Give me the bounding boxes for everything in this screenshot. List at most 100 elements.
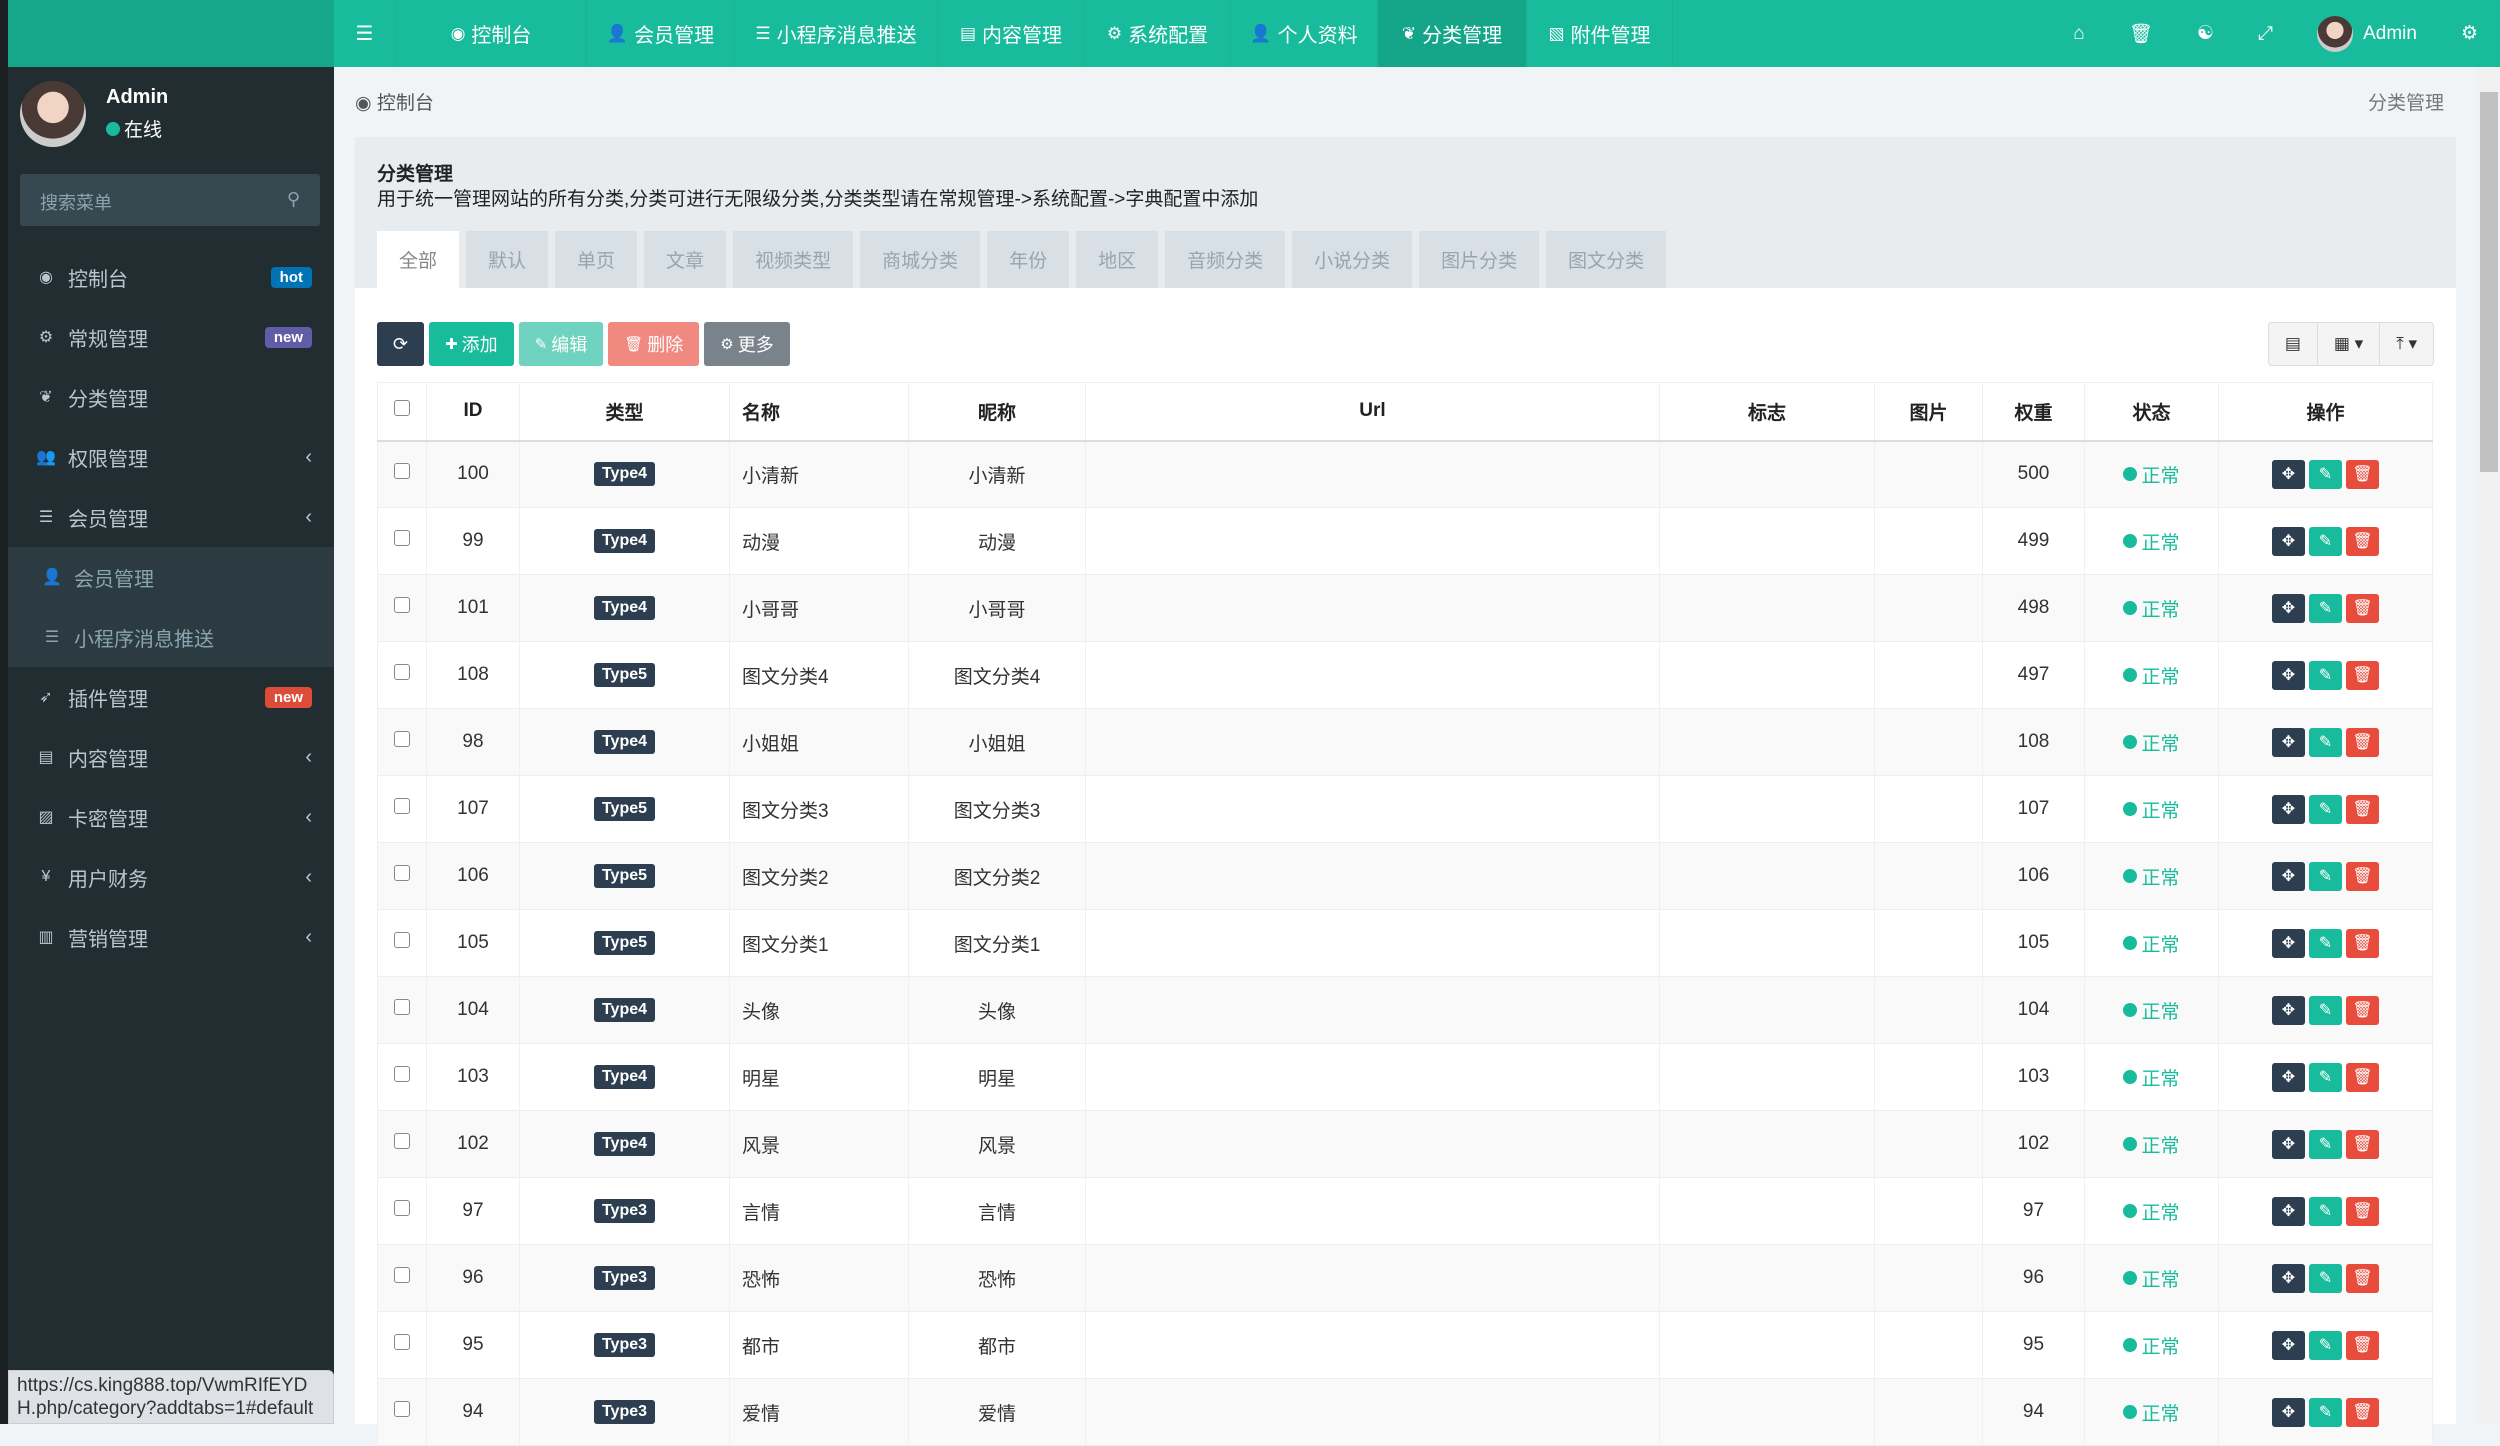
top-avatar[interactable] bbox=[2317, 15, 2354, 52]
row-delete-button[interactable]: 🗑 bbox=[2346, 794, 2379, 824]
row-delete-button[interactable]: 🗑 bbox=[2346, 1129, 2379, 1159]
row-edit-button[interactable]: ✎ bbox=[2309, 459, 2342, 489]
row-edit-button[interactable]: ✎ bbox=[2309, 794, 2342, 824]
menu-search-input[interactable]: 搜索菜单 ⚲ bbox=[20, 174, 320, 226]
tab[interactable]: 单页 bbox=[555, 231, 638, 288]
export-button[interactable]: ⤒ ▾ bbox=[2380, 323, 2433, 365]
sidebar-item[interactable]: ☰ 小程序消息推送 bbox=[8, 607, 334, 667]
logo-area[interactable] bbox=[8, 0, 334, 67]
row-checkbox[interactable] bbox=[377, 507, 427, 575]
row-checkbox[interactable] bbox=[377, 641, 427, 709]
row-edit-button[interactable]: ✎ bbox=[2309, 1062, 2342, 1092]
tab[interactable]: 视频类型 bbox=[733, 231, 854, 288]
tab[interactable]: 默认 bbox=[466, 231, 549, 288]
breadcrumb[interactable]: ◉ 控制台 bbox=[355, 88, 434, 115]
top-nav-item[interactable]: ❦ 分类管理 bbox=[1378, 0, 1527, 67]
sidebar-item[interactable]: ▤ 内容管理 ‹ bbox=[8, 727, 334, 787]
drag-sort-button[interactable]: ✥ bbox=[2272, 1397, 2305, 1427]
scrollbar[interactable] bbox=[2476, 67, 2500, 1424]
sidebar-item[interactable]: 👤 会员管理 bbox=[8, 547, 334, 607]
tab[interactable]: 地区 bbox=[1076, 231, 1159, 288]
add-button[interactable]: ✚ 添加 bbox=[429, 322, 514, 366]
row-delete-button[interactable]: 🗑 bbox=[2346, 660, 2379, 690]
column-header[interactable]: 昵称 bbox=[908, 382, 1086, 442]
status-badge[interactable]: 正常 bbox=[2123, 1265, 2180, 1292]
row-checkbox[interactable] bbox=[377, 976, 427, 1044]
row-delete-button[interactable]: 🗑 bbox=[2346, 1196, 2379, 1226]
status-badge[interactable]: 正常 bbox=[2123, 930, 2180, 957]
column-header[interactable]: Url bbox=[1085, 382, 1660, 442]
status-badge[interactable]: 正常 bbox=[2123, 863, 2180, 890]
drag-sort-button[interactable]: ✥ bbox=[2272, 1330, 2305, 1360]
home-icon[interactable]: ⌂ bbox=[2073, 22, 2085, 44]
top-nav-item[interactable]: ▧ 附件管理 bbox=[1527, 0, 1673, 67]
columns-button[interactable]: ▦ ▾ bbox=[2318, 323, 2381, 365]
drag-sort-button[interactable]: ✥ bbox=[2272, 995, 2305, 1025]
tab[interactable]: 商城分类 bbox=[860, 231, 981, 288]
drag-sort-button[interactable]: ✥ bbox=[2272, 928, 2305, 958]
row-edit-button[interactable]: ✎ bbox=[2309, 1129, 2342, 1159]
row-delete-button[interactable]: 🗑 bbox=[2346, 593, 2379, 623]
row-delete-button[interactable]: 🗑 bbox=[2346, 727, 2379, 757]
select-all-checkbox[interactable] bbox=[377, 382, 427, 442]
status-badge[interactable]: 正常 bbox=[2123, 1131, 2180, 1158]
row-checkbox[interactable] bbox=[377, 440, 427, 508]
row-checkbox[interactable] bbox=[377, 574, 427, 642]
row-delete-button[interactable]: 🗑 bbox=[2346, 1062, 2379, 1092]
row-checkbox[interactable] bbox=[377, 1311, 427, 1379]
status-badge[interactable]: 正常 bbox=[2123, 729, 2180, 756]
status-badge[interactable]: 正常 bbox=[2123, 997, 2180, 1024]
sidebar-item[interactable]: ❦ 分类管理 bbox=[8, 367, 334, 427]
column-header[interactable]: 名称 bbox=[729, 382, 909, 442]
row-delete-button[interactable]: 🗑 bbox=[2346, 459, 2379, 489]
tab[interactable]: 文章 bbox=[644, 231, 727, 288]
row-edit-button[interactable]: ✎ bbox=[2309, 1330, 2342, 1360]
drag-sort-button[interactable]: ✥ bbox=[2272, 526, 2305, 556]
top-nav-item[interactable]: ⚙ 系统配置 bbox=[1085, 0, 1231, 67]
status-badge[interactable]: 正常 bbox=[2123, 528, 2180, 555]
row-edit-button[interactable]: ✎ bbox=[2309, 1263, 2342, 1293]
row-edit-button[interactable]: ✎ bbox=[2309, 1397, 2342, 1427]
column-header[interactable]: 状态 bbox=[2084, 382, 2219, 442]
tab[interactable]: 年份 bbox=[987, 231, 1070, 288]
trash-icon[interactable]: 🗑 bbox=[2128, 23, 2153, 45]
tab[interactable]: 音频分类 bbox=[1165, 231, 1286, 288]
column-header[interactable]: 权重 bbox=[1982, 382, 2085, 442]
more-button[interactable]: ⚙ 更多 bbox=[704, 322, 790, 366]
row-delete-button[interactable]: 🗑 bbox=[2346, 1397, 2379, 1427]
sidebar-item[interactable]: ➶ 插件管理 new bbox=[8, 667, 334, 727]
top-user-name[interactable]: Admin bbox=[2363, 22, 2417, 44]
cogs-icon[interactable]: ⚙ bbox=[2460, 23, 2478, 44]
drag-sort-button[interactable]: ✥ bbox=[2272, 593, 2305, 623]
drag-sort-button[interactable]: ✥ bbox=[2272, 1196, 2305, 1226]
row-edit-button[interactable]: ✎ bbox=[2309, 861, 2342, 891]
drag-sort-button[interactable]: ✥ bbox=[2272, 1263, 2305, 1293]
sidebar-item[interactable]: ◉ 控制台 hot bbox=[8, 247, 334, 307]
sidebar-item[interactable]: 👥 权限管理 ‹ bbox=[8, 427, 334, 487]
search-icon[interactable]: ⚲ bbox=[286, 189, 300, 209]
status-badge[interactable]: 正常 bbox=[2123, 1064, 2180, 1091]
row-delete-button[interactable]: 🗑 bbox=[2346, 995, 2379, 1025]
row-edit-button[interactable]: ✎ bbox=[2309, 593, 2342, 623]
row-edit-button[interactable]: ✎ bbox=[2309, 928, 2342, 958]
drag-sort-button[interactable]: ✥ bbox=[2272, 861, 2305, 891]
tab[interactable]: 图片分类 bbox=[1419, 231, 1540, 288]
top-nav-item[interactable]: ▤ 内容管理 bbox=[938, 0, 1085, 67]
top-nav-item[interactable]: 👤 会员管理 bbox=[587, 0, 735, 67]
status-badge[interactable]: 正常 bbox=[2123, 461, 2180, 488]
row-checkbox[interactable] bbox=[377, 1177, 427, 1245]
row-checkbox[interactable] bbox=[377, 842, 427, 910]
row-delete-button[interactable]: 🗑 bbox=[2346, 526, 2379, 556]
menu-toggle-button[interactable]: ☰ bbox=[334, 0, 396, 67]
column-header[interactable]: 标志 bbox=[1659, 382, 1875, 442]
drag-sort-button[interactable]: ✥ bbox=[2272, 459, 2305, 489]
row-checkbox[interactable] bbox=[377, 1043, 427, 1111]
top-nav-item[interactable]: ◉ 控制台 bbox=[396, 0, 587, 67]
drag-sort-button[interactable]: ✥ bbox=[2272, 794, 2305, 824]
row-delete-button[interactable]: 🗑 bbox=[2346, 928, 2379, 958]
status-badge[interactable]: 正常 bbox=[2123, 1399, 2180, 1426]
row-checkbox[interactable] bbox=[377, 775, 427, 843]
row-edit-button[interactable]: ✎ bbox=[2309, 660, 2342, 690]
edit-button[interactable]: ✎ 编辑 bbox=[518, 322, 604, 366]
tab[interactable]: 图文分类 bbox=[1546, 231, 1667, 288]
